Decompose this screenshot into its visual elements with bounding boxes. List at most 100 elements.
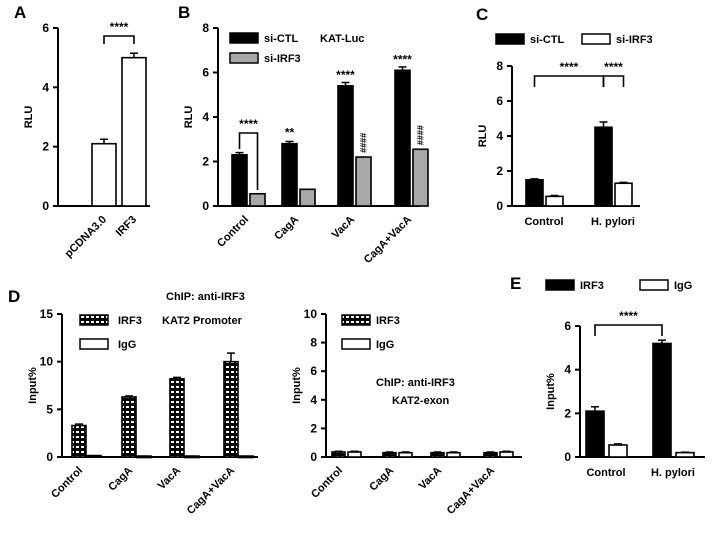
panel-letter-d: D xyxy=(8,287,20,306)
panel-c-bar-si-irf3 xyxy=(614,182,633,207)
panel-b-bar-label: #### xyxy=(416,125,426,145)
panel-c-legend-swatch-si-ctl xyxy=(495,33,525,45)
panel-d2-legend-label: IRF3 xyxy=(376,315,400,327)
panel-e-y-tick-label: 0 xyxy=(564,450,571,464)
panel-b-bar-label: **** xyxy=(393,52,412,66)
panel-e-significance-label: **** xyxy=(619,309,638,323)
panel-d-title: ChIP: anti-IRF3 xyxy=(166,291,245,303)
panel-d-bar-irf3 xyxy=(121,396,137,458)
panel-d2-y-tick-label: 10 xyxy=(304,307,318,321)
panel-c-y-tick-label: 8 xyxy=(496,59,503,73)
panel-b-category-label: CagA xyxy=(272,214,301,243)
panel-d-y-axis-label: Input% xyxy=(27,367,39,404)
panel-c-significance-1 xyxy=(533,75,605,87)
panel-b-legend-swatch-si-ctl xyxy=(229,32,259,44)
panel-e-bar-irf3 xyxy=(652,342,672,458)
panel-a-y-tick-label: 2 xyxy=(42,140,49,154)
panel-a-y-tick-label: 6 xyxy=(42,21,49,35)
panel-d-legend-swatch-igg xyxy=(79,338,109,350)
panel-d2-bar-igg xyxy=(398,451,413,458)
panel-a-significance xyxy=(103,35,135,44)
panel-d-y-tick-label: 15 xyxy=(40,307,54,321)
panel-b-bar-si-ctl xyxy=(337,85,354,207)
panel-d-category-label: CagA+VacA xyxy=(185,465,237,517)
panel-c-legend-label: si-CTL xyxy=(530,34,565,46)
panel-e-y-tick-label: 4 xyxy=(564,363,571,377)
panel-d2-bar-irf3 xyxy=(382,451,397,458)
panel-c-significance-1-label: **** xyxy=(560,60,579,74)
panel-d2-bar-irf3 xyxy=(331,451,346,458)
panel-d2-bar-irf3 xyxy=(430,451,445,458)
panel-d-category-label: Control xyxy=(49,465,85,501)
panel-d-bar-igg xyxy=(86,454,102,458)
panel-b-category-label: VacA xyxy=(330,214,358,242)
panel-d2-bar-igg xyxy=(499,451,514,458)
panel-d2-legend-swatch-igg xyxy=(341,338,371,350)
panel-d2-y-tick-label: 2 xyxy=(310,421,317,435)
panel-d-category-label: VacA xyxy=(156,465,184,493)
panel-b-y-axis-label: RLU xyxy=(183,106,195,129)
panel-e-legend-swatch-irf3 xyxy=(545,279,575,291)
panel-a-bar-1 xyxy=(121,56,147,207)
panel-e-legend-label: IgG xyxy=(674,280,692,292)
panel-letter-b: B xyxy=(178,3,190,22)
panel-d-legend-swatch-irf3 xyxy=(79,314,109,326)
panel-d2-y-tick-label: 0 xyxy=(310,450,317,464)
panel-c-y-tick-label: 0 xyxy=(496,199,503,213)
panel-d2-category-label: Control xyxy=(309,465,345,501)
panel-e-legend-swatch-igg xyxy=(639,279,669,291)
panel-c-bar-si-irf3 xyxy=(545,195,564,207)
panel-e-legend-label: IRF3 xyxy=(580,280,604,292)
panel-d-legend-label: IgG xyxy=(118,339,136,351)
panel-e-bar-igg xyxy=(608,444,628,458)
panel-d-y-tick-label: 10 xyxy=(40,355,54,369)
panel-c-category-label: Control xyxy=(524,216,563,228)
panel-c-legend-swatch-si-irf3 xyxy=(581,33,611,45)
panel-d-legend-label: IRF3 xyxy=(118,315,142,327)
panel-b-y-tick-label: 8 xyxy=(202,21,209,35)
panel-b-bar-si-irf3 xyxy=(299,188,316,207)
panel-c-significance-2 xyxy=(602,75,625,87)
panel-d-bar-igg xyxy=(238,455,254,459)
panel-d2-annotation: KAT2-exon xyxy=(392,395,450,407)
panel-e-y-tick-label: 6 xyxy=(564,319,571,333)
panel-e-category-label: Control xyxy=(586,467,625,479)
panel-d2-bar-irf3 xyxy=(483,451,498,458)
panel-d2-title: ChIP: anti-IRF3 xyxy=(376,377,455,389)
panel-letter-a: A xyxy=(14,3,26,22)
panel-b-bar-si-irf3 xyxy=(412,148,429,207)
panel-d-y-tick-label: 0 xyxy=(46,450,53,464)
panel-b-y-tick-label: 0 xyxy=(202,199,209,213)
panel-a-y-axis-label: RLU xyxy=(23,106,35,129)
panel-a-category-label: pCDNA3.0 xyxy=(63,214,110,261)
panel-a-y-tick-label: 0 xyxy=(42,199,49,213)
panel-letter-e: E xyxy=(510,274,521,293)
panel-c-bar-si-ctl xyxy=(525,178,544,207)
panel-c-y-tick-label: 6 xyxy=(496,94,503,108)
panel-d2-y-tick-label: 6 xyxy=(310,364,317,378)
panel-b-bar-si-ctl xyxy=(394,69,411,207)
panel-b-bar-label: ** xyxy=(285,126,295,140)
panel-d-bar-irf3 xyxy=(169,378,185,458)
panel-b-bar-si-irf3 xyxy=(355,156,372,207)
panel-d-bar-igg xyxy=(184,455,200,459)
panel-a-bar-0 xyxy=(91,142,117,207)
panel-d2-category-label: CagA+VacA xyxy=(445,465,497,517)
panel-c-y-tick-label: 4 xyxy=(496,129,503,143)
panel-e-y-axis-label: Input% xyxy=(545,373,557,410)
panel-c-legend-label: si-IRF3 xyxy=(616,34,653,46)
panel-d-y-tick-label: 5 xyxy=(46,402,53,416)
panel-a-significance-label: **** xyxy=(110,20,129,34)
panel-d2-legend-label: IgG xyxy=(376,339,394,351)
panel-b-y-tick-label: 6 xyxy=(202,66,209,80)
panel-d2-bar-igg xyxy=(446,451,461,458)
panel-b-y-tick-label: 2 xyxy=(202,155,209,169)
panel-b-y-tick-label: 4 xyxy=(202,110,209,124)
panel-d-bar-irf3 xyxy=(223,360,239,458)
panel-b-significance xyxy=(238,132,259,190)
panel-c-category-label: H. pylori xyxy=(591,216,635,228)
panel-c-y-tick-label: 2 xyxy=(496,164,503,178)
panel-e-y-tick-label: 2 xyxy=(564,406,571,420)
panel-b-bar-label: #### xyxy=(359,133,369,153)
